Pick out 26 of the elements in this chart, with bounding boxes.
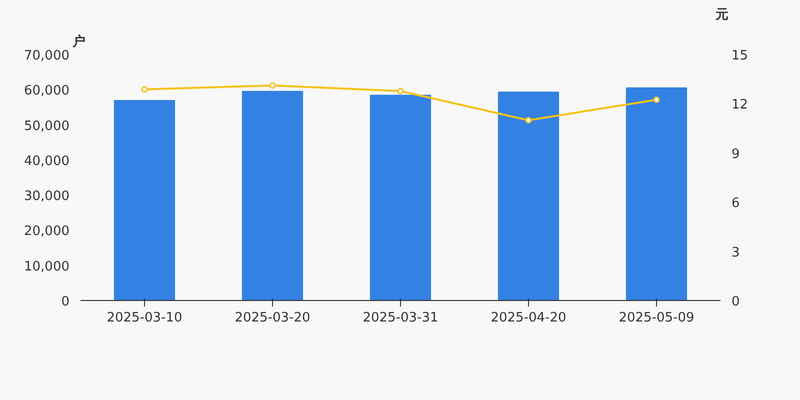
y2-tick-label: 12 <box>732 98 748 113</box>
y-tick-label: 20,000 <box>24 224 70 240</box>
y-tick-label: 30,000 <box>24 189 70 204</box>
point <box>525 117 532 124</box>
y-tick-label: 10,000 <box>24 259 70 274</box>
point <box>397 88 404 94</box>
y2-tick-label: 6 <box>732 196 740 212</box>
y2-tick-label: 15 <box>732 48 748 64</box>
y-tick-label: 70,000 <box>24 48 70 64</box>
y-tick-label: 60,000 <box>24 84 70 99</box>
point <box>141 86 148 93</box>
x-tick-label: 2025-03-31 <box>362 310 438 326</box>
point <box>653 96 660 104</box>
y2-tick-label: 0 <box>732 294 740 310</box>
y-tick-label: 40,000 <box>24 154 70 169</box>
point <box>269 82 276 89</box>
y2-tick-label: 3 <box>732 245 740 260</box>
y2-tick-label: 9 <box>732 146 740 162</box>
y-axis-title: 户 <box>72 34 86 50</box>
y-tick-label: 0 <box>61 294 70 310</box>
x-tick-label: 2025-03-20 <box>234 310 310 326</box>
y2-axis-title: 元 <box>714 8 728 22</box>
y-tick-label: 50,000 <box>24 118 70 134</box>
x-tick-label: 2025-04-20 <box>490 310 566 326</box>
x-tick-label: 2025-05-09 <box>618 310 694 326</box>
x-tick-label: 2025-03-10 <box>106 310 182 326</box>
